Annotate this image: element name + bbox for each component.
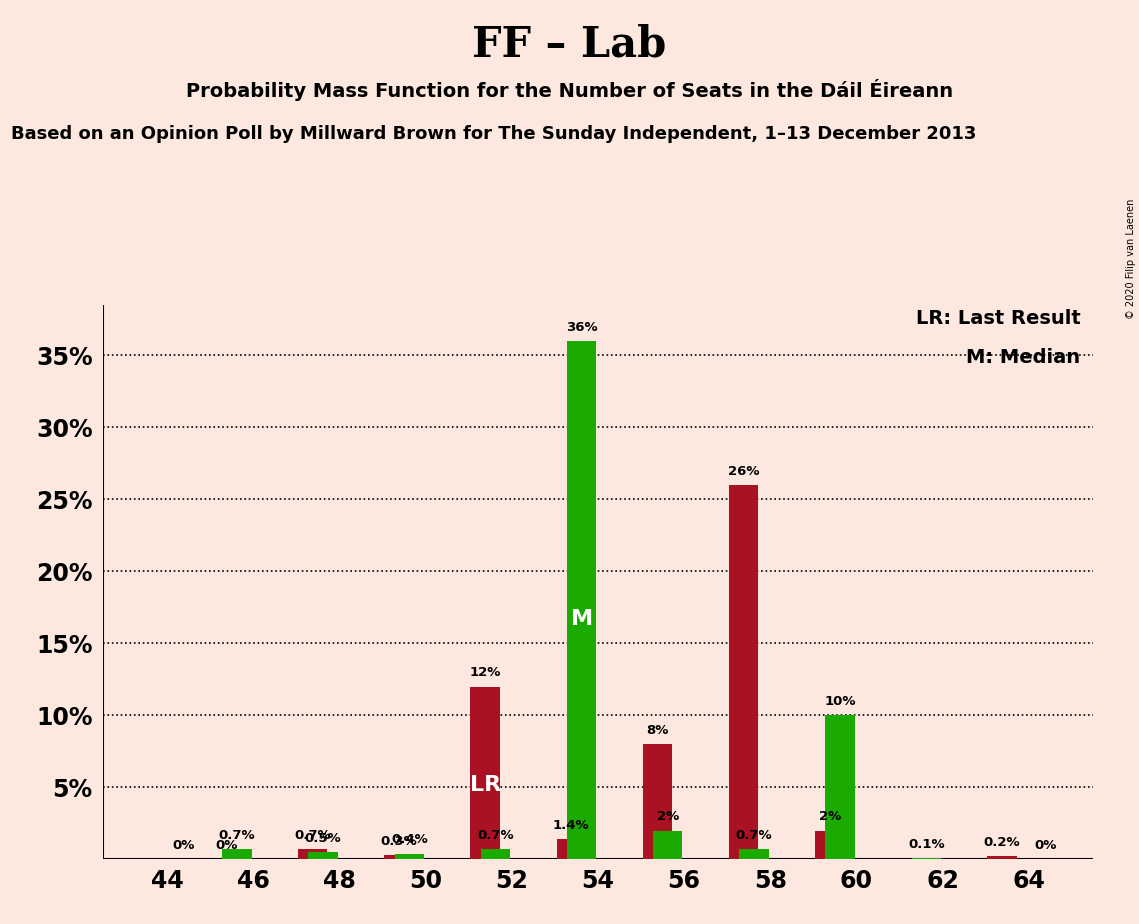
Text: 0.7%: 0.7% [736, 829, 772, 842]
Text: © 2020 Filip van Laenen: © 2020 Filip van Laenen [1126, 199, 1136, 319]
Text: 36%: 36% [566, 321, 598, 334]
Bar [394, 854, 424, 859]
Text: 0%: 0% [215, 839, 238, 852]
Bar [298, 849, 327, 859]
Bar [911, 857, 941, 859]
Text: 0.3%: 0.3% [380, 834, 417, 848]
Text: 0%: 0% [172, 839, 195, 852]
Text: Probability Mass Function for the Number of Seats in the Dáil Éireann: Probability Mass Function for the Number… [186, 79, 953, 101]
Bar [642, 744, 672, 859]
Bar [384, 855, 413, 859]
Bar [567, 341, 596, 859]
Text: FF – Lab: FF – Lab [473, 23, 666, 65]
Bar [739, 849, 769, 859]
Text: 0.2%: 0.2% [984, 836, 1021, 849]
Text: LR: Last Result: LR: Last Result [916, 310, 1081, 328]
Text: 0.7%: 0.7% [477, 829, 514, 842]
Text: 2%: 2% [819, 810, 841, 823]
Text: 8%: 8% [646, 723, 669, 737]
Bar [653, 831, 682, 859]
Text: 2%: 2% [657, 810, 679, 823]
Bar [481, 849, 510, 859]
Bar [988, 857, 1017, 859]
Text: 10%: 10% [825, 695, 855, 708]
Text: 0.7%: 0.7% [295, 829, 331, 842]
Bar [826, 715, 854, 859]
Bar [222, 849, 252, 859]
Bar [729, 485, 759, 859]
Bar [816, 831, 844, 859]
Text: 1.4%: 1.4% [552, 819, 590, 832]
Text: 0.7%: 0.7% [219, 829, 255, 842]
Text: 0.1%: 0.1% [908, 838, 944, 851]
Text: 12%: 12% [469, 666, 501, 679]
Text: M: Median: M: Median [966, 348, 1081, 367]
Bar [309, 852, 338, 859]
Text: 26%: 26% [728, 465, 760, 478]
Bar [557, 839, 585, 859]
Text: M: M [571, 609, 592, 629]
Text: 0%: 0% [1034, 839, 1056, 852]
Text: 0.4%: 0.4% [391, 833, 427, 846]
Text: 0.5%: 0.5% [305, 832, 342, 845]
Text: LR: LR [469, 774, 501, 795]
Bar [470, 687, 500, 859]
Text: Based on an Opinion Poll by Millward Brown for The Sunday Independent, 1–13 Dece: Based on an Opinion Poll by Millward Bro… [11, 125, 977, 142]
